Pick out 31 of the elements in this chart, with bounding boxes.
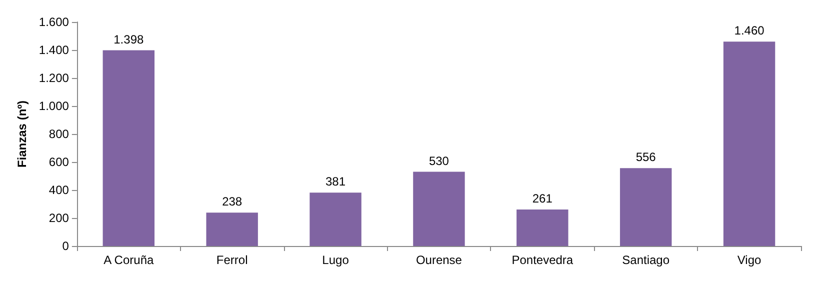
data-label: 261: [532, 191, 553, 206]
x-tick-label: Vigo: [737, 253, 762, 267]
x-tick-label: Lugo: [322, 253, 350, 267]
y-tick-label: 0: [62, 239, 70, 253]
bar: [723, 42, 776, 246]
y-tick-label: 200: [48, 211, 70, 225]
data-label: 556: [636, 150, 656, 164]
y-tick-label: 600: [48, 155, 70, 169]
bar: [310, 192, 362, 246]
x-tick-label: Santiago: [622, 253, 670, 267]
x-tick-label: Pontevedra: [512, 253, 574, 267]
data-label: 238: [222, 194, 242, 209]
data-label: 381: [326, 174, 346, 189]
data-label: 530: [428, 154, 450, 168]
x-tick-label: Ourense: [416, 253, 462, 267]
bar: [620, 168, 672, 246]
y-tick-label: 400: [48, 183, 70, 197]
bar: [102, 50, 155, 246]
y-axis-title: Fianzas (nº): [15, 100, 29, 168]
x-tick-label: Ferrol: [216, 253, 248, 267]
y-tick-label: 1.200: [38, 71, 70, 85]
bar: [516, 209, 568, 246]
data-label: 1.398: [114, 32, 144, 46]
y-tick-label: 1.600: [38, 15, 70, 29]
bar: [206, 212, 258, 246]
y-tick-label: 1.400: [38, 43, 70, 57]
x-tick-label: A Coruña: [104, 253, 154, 267]
y-tick-label: 1.000: [38, 99, 70, 113]
data-label: 1.460: [734, 24, 765, 38]
bar: [413, 172, 465, 246]
y-tick-label: 800: [48, 127, 70, 141]
